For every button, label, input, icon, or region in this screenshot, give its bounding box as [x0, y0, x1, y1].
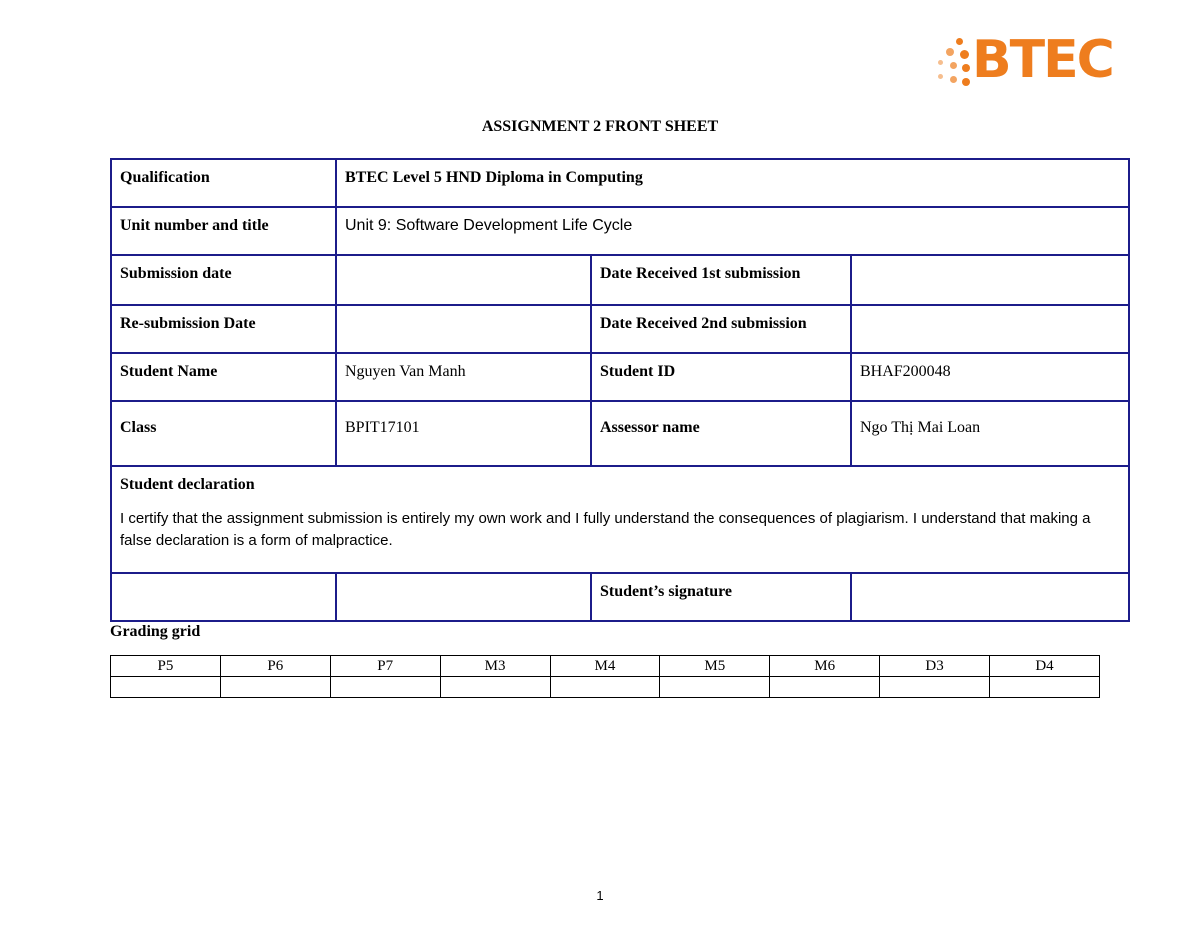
qualification-value: BTEC Level 5 HND Diploma in Computing [334, 158, 1131, 208]
qualification-label: Qualification [110, 158, 337, 208]
page-title: ASSIGNMENT 2 FRONT SHEET [481, 118, 719, 135]
assessor-value: Ngo Thị Mai Loan [849, 400, 1131, 467]
student-id-label: Student ID [590, 352, 852, 402]
signature-empty-2 [335, 572, 592, 622]
page-number: 1 [596, 888, 604, 903]
grade-cell [549, 676, 661, 698]
grade-cell [659, 676, 771, 698]
logo-text: BTEC [972, 30, 1115, 90]
grade-cell [439, 676, 551, 698]
unit-value: Unit 9: Software Development Life Cycle [334, 206, 1131, 256]
grading-grid-title: Grading grid [110, 623, 201, 640]
student-id-value: BHAF200048 [849, 352, 1131, 402]
submission-date-value [335, 254, 592, 306]
grade-header: P7 [329, 655, 441, 677]
received-1st-value [849, 254, 1131, 306]
unit-label: Unit number and title [110, 206, 337, 256]
declaration-cell: Student declaration I certify that the a… [109, 465, 1131, 574]
grade-cell [989, 676, 1100, 698]
grade-cell [879, 676, 990, 698]
grade-header: D3 [879, 655, 990, 677]
received-1st-label: Date Received 1st submission [590, 254, 852, 306]
signature-value[interactable] [849, 572, 1131, 622]
grading-header-row: P5 P6 P7 M3 M4 M5 M6 D3 D4 [110, 655, 1100, 677]
student-name-label: Student Name [110, 352, 337, 402]
grade-header: P6 [219, 655, 331, 677]
grading-grid-table: P5 P6 P7 M3 M4 M5 M6 D3 D4 [110, 655, 1100, 698]
grade-cell [769, 676, 881, 698]
class-label: Class [110, 400, 337, 467]
grade-header: M6 [769, 655, 881, 677]
grading-value-row [110, 676, 1100, 698]
grade-cell [329, 676, 441, 698]
resubmission-date-label: Re-submission Date [110, 304, 337, 354]
grade-header: M3 [439, 655, 551, 677]
grade-header: D4 [989, 655, 1100, 677]
grade-header: M5 [659, 655, 771, 677]
declaration-text: I certify that the assignment submission… [120, 510, 1091, 549]
signature-label: Student’s signature [590, 572, 852, 622]
grade-cell [219, 676, 331, 698]
resubmission-date-value [335, 304, 592, 354]
class-value: BPIT17101 [335, 400, 592, 467]
declaration-label: Student declaration [120, 476, 255, 493]
received-2nd-value [849, 304, 1131, 354]
btec-logo: BTEC [934, 30, 1124, 96]
student-name-value: Nguyen Van Manh [335, 352, 592, 402]
assessor-label: Assessor name [590, 400, 852, 467]
grade-cell [110, 676, 221, 698]
grade-header: M4 [549, 655, 661, 677]
received-2nd-label: Date Received 2nd submission [590, 304, 852, 354]
submission-date-label: Submission date [110, 254, 337, 306]
signature-empty-1 [110, 572, 337, 622]
front-sheet-table: Qualification BTEC Level 5 HND Diploma i… [109, 158, 1131, 622]
grade-header: P5 [110, 655, 221, 677]
